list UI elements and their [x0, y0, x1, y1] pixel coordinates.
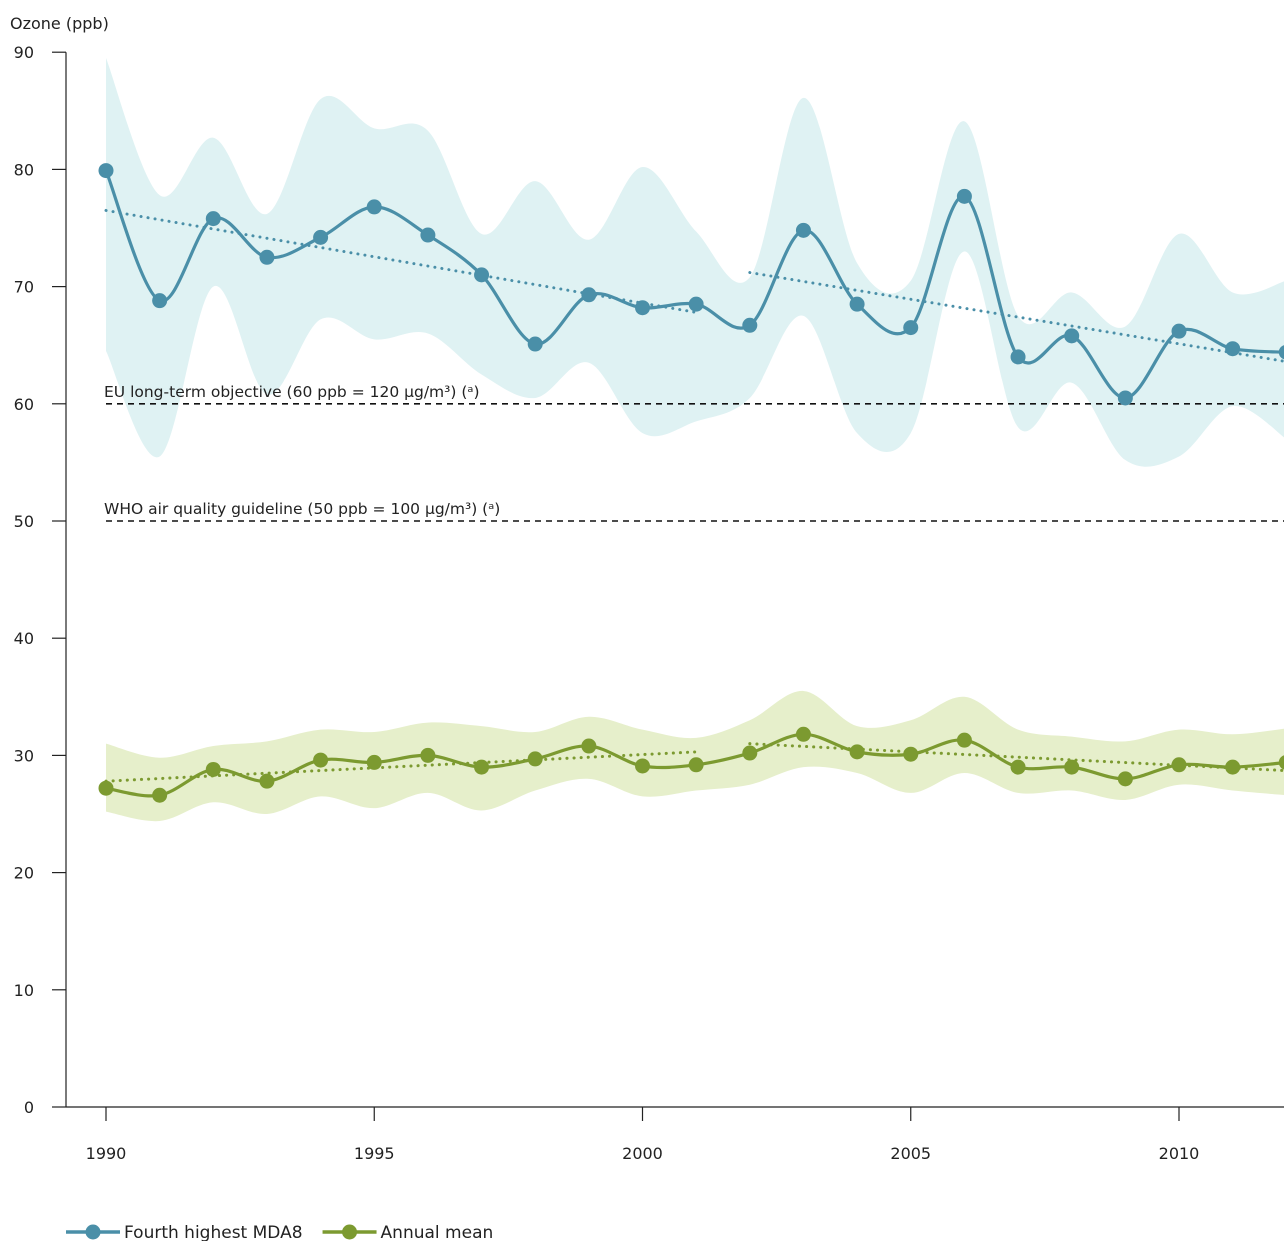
y-tick-label-0: 0: [24, 1098, 34, 1117]
y-tick-label-30: 30: [14, 746, 34, 765]
data-point-0-1991: [152, 293, 168, 309]
data-point-0-2005: [903, 320, 919, 336]
data-point-0-2010: [1171, 323, 1187, 339]
data-point-0-1998: [527, 336, 543, 352]
legend-swatch-marker-0: [85, 1224, 101, 1240]
y-tick-label-60: 60: [14, 395, 34, 414]
data-point-0-1994: [313, 229, 329, 245]
data-point-1-2002: [742, 745, 758, 761]
data-point-0-2008: [1064, 328, 1080, 344]
data-point-0-2004: [849, 296, 865, 312]
data-point-0-2002: [742, 317, 758, 333]
x-tick-label-2000: 2000: [622, 1144, 663, 1163]
data-point-1-1992: [205, 761, 221, 777]
data-point-0-2011: [1225, 341, 1241, 357]
legend-label-0: Fourth highest MDA8: [124, 1223, 303, 1241]
data-series: [98, 163, 1284, 803]
y-tick-label-20: 20: [14, 864, 34, 883]
data-point-1-1994: [313, 752, 329, 768]
data-point-1-2004: [849, 744, 865, 760]
y-tick-label-90: 90: [14, 43, 34, 62]
data-point-0-1992: [205, 211, 221, 227]
y-tick-label-40: 40: [14, 629, 34, 648]
data-point-1-1993: [259, 773, 275, 789]
data-point-1-2001: [688, 757, 704, 773]
data-point-0-2009: [1117, 390, 1133, 406]
data-point-1-2003: [795, 726, 811, 742]
data-point-0-2001: [688, 296, 704, 312]
data-point-0-1996: [420, 227, 436, 243]
data-point-0-2003: [795, 222, 811, 238]
data-point-1-2007: [1010, 759, 1026, 775]
data-point-1-2005: [903, 746, 919, 762]
x-tick-label-1995: 1995: [354, 1144, 395, 1163]
data-point-1-2006: [956, 732, 972, 748]
axes: Ozone (ppb) 0 10 20 30 40 50 60 70 80 90 1990 1995 2…: [10, 14, 1284, 1163]
data-point-0-2012: [1278, 345, 1284, 360]
data-point-1-1991: [152, 787, 168, 803]
data-point-1-1996: [420, 747, 436, 763]
data-point-1-1998: [527, 751, 543, 767]
trend-line-1-0: [104, 750, 698, 783]
data-point-1-2000: [635, 758, 650, 774]
data-point-0-1997: [474, 267, 490, 283]
y-axis-title: Ozone (ppb): [10, 14, 109, 33]
data-point-1-2010: [1171, 757, 1187, 773]
data-point-0-1999: [581, 287, 597, 303]
data-point-0-1993: [259, 249, 275, 265]
data-point-1-2012: [1278, 755, 1284, 770]
y-tick-label-50: 50: [14, 512, 34, 531]
legend: Fourth highest MDA8 Annual mean: [66, 1223, 493, 1241]
data-point-1-2009: [1117, 771, 1133, 787]
confidence-bands: [106, 58, 1284, 822]
y-tick-label-10: 10: [14, 981, 34, 1000]
reference-label-60: EU long-term objective (60 ppb = 120 µg/…: [104, 383, 480, 401]
data-point-0-1995: [366, 199, 382, 215]
data-point-1-2008: [1064, 759, 1080, 775]
data-point-0-1990: [98, 163, 114, 179]
data-point-1-1999: [581, 738, 597, 754]
reference-lines: EU long-term objective (60 ppb = 120 µg/…: [104, 383, 1284, 522]
y-tick-label-70: 70: [14, 278, 34, 297]
legend-label-1: Annual mean: [381, 1223, 494, 1241]
trend-line-0-1: [748, 271, 1284, 363]
data-point-1-1995: [366, 754, 382, 770]
data-point-1-2011: [1225, 759, 1241, 775]
data-point-0-2007: [1010, 349, 1026, 365]
data-point-0-2006: [956, 188, 972, 204]
reference-label-50: WHO air quality guideline (50 ppb = 100 …: [104, 500, 500, 518]
data-point-1-1990: [98, 780, 114, 796]
band-0: [106, 58, 1284, 467]
data-point-0-2000: [635, 300, 650, 316]
data-point-1-1997: [474, 759, 490, 775]
legend-swatch-marker-1: [342, 1224, 358, 1240]
y-tick-label-80: 80: [14, 160, 34, 179]
band-1: [106, 690, 1284, 822]
x-tick-label-2005: 2005: [890, 1144, 931, 1163]
x-tick-label-2010: 2010: [1159, 1144, 1200, 1163]
x-tick-label-1990: 1990: [86, 1144, 127, 1163]
